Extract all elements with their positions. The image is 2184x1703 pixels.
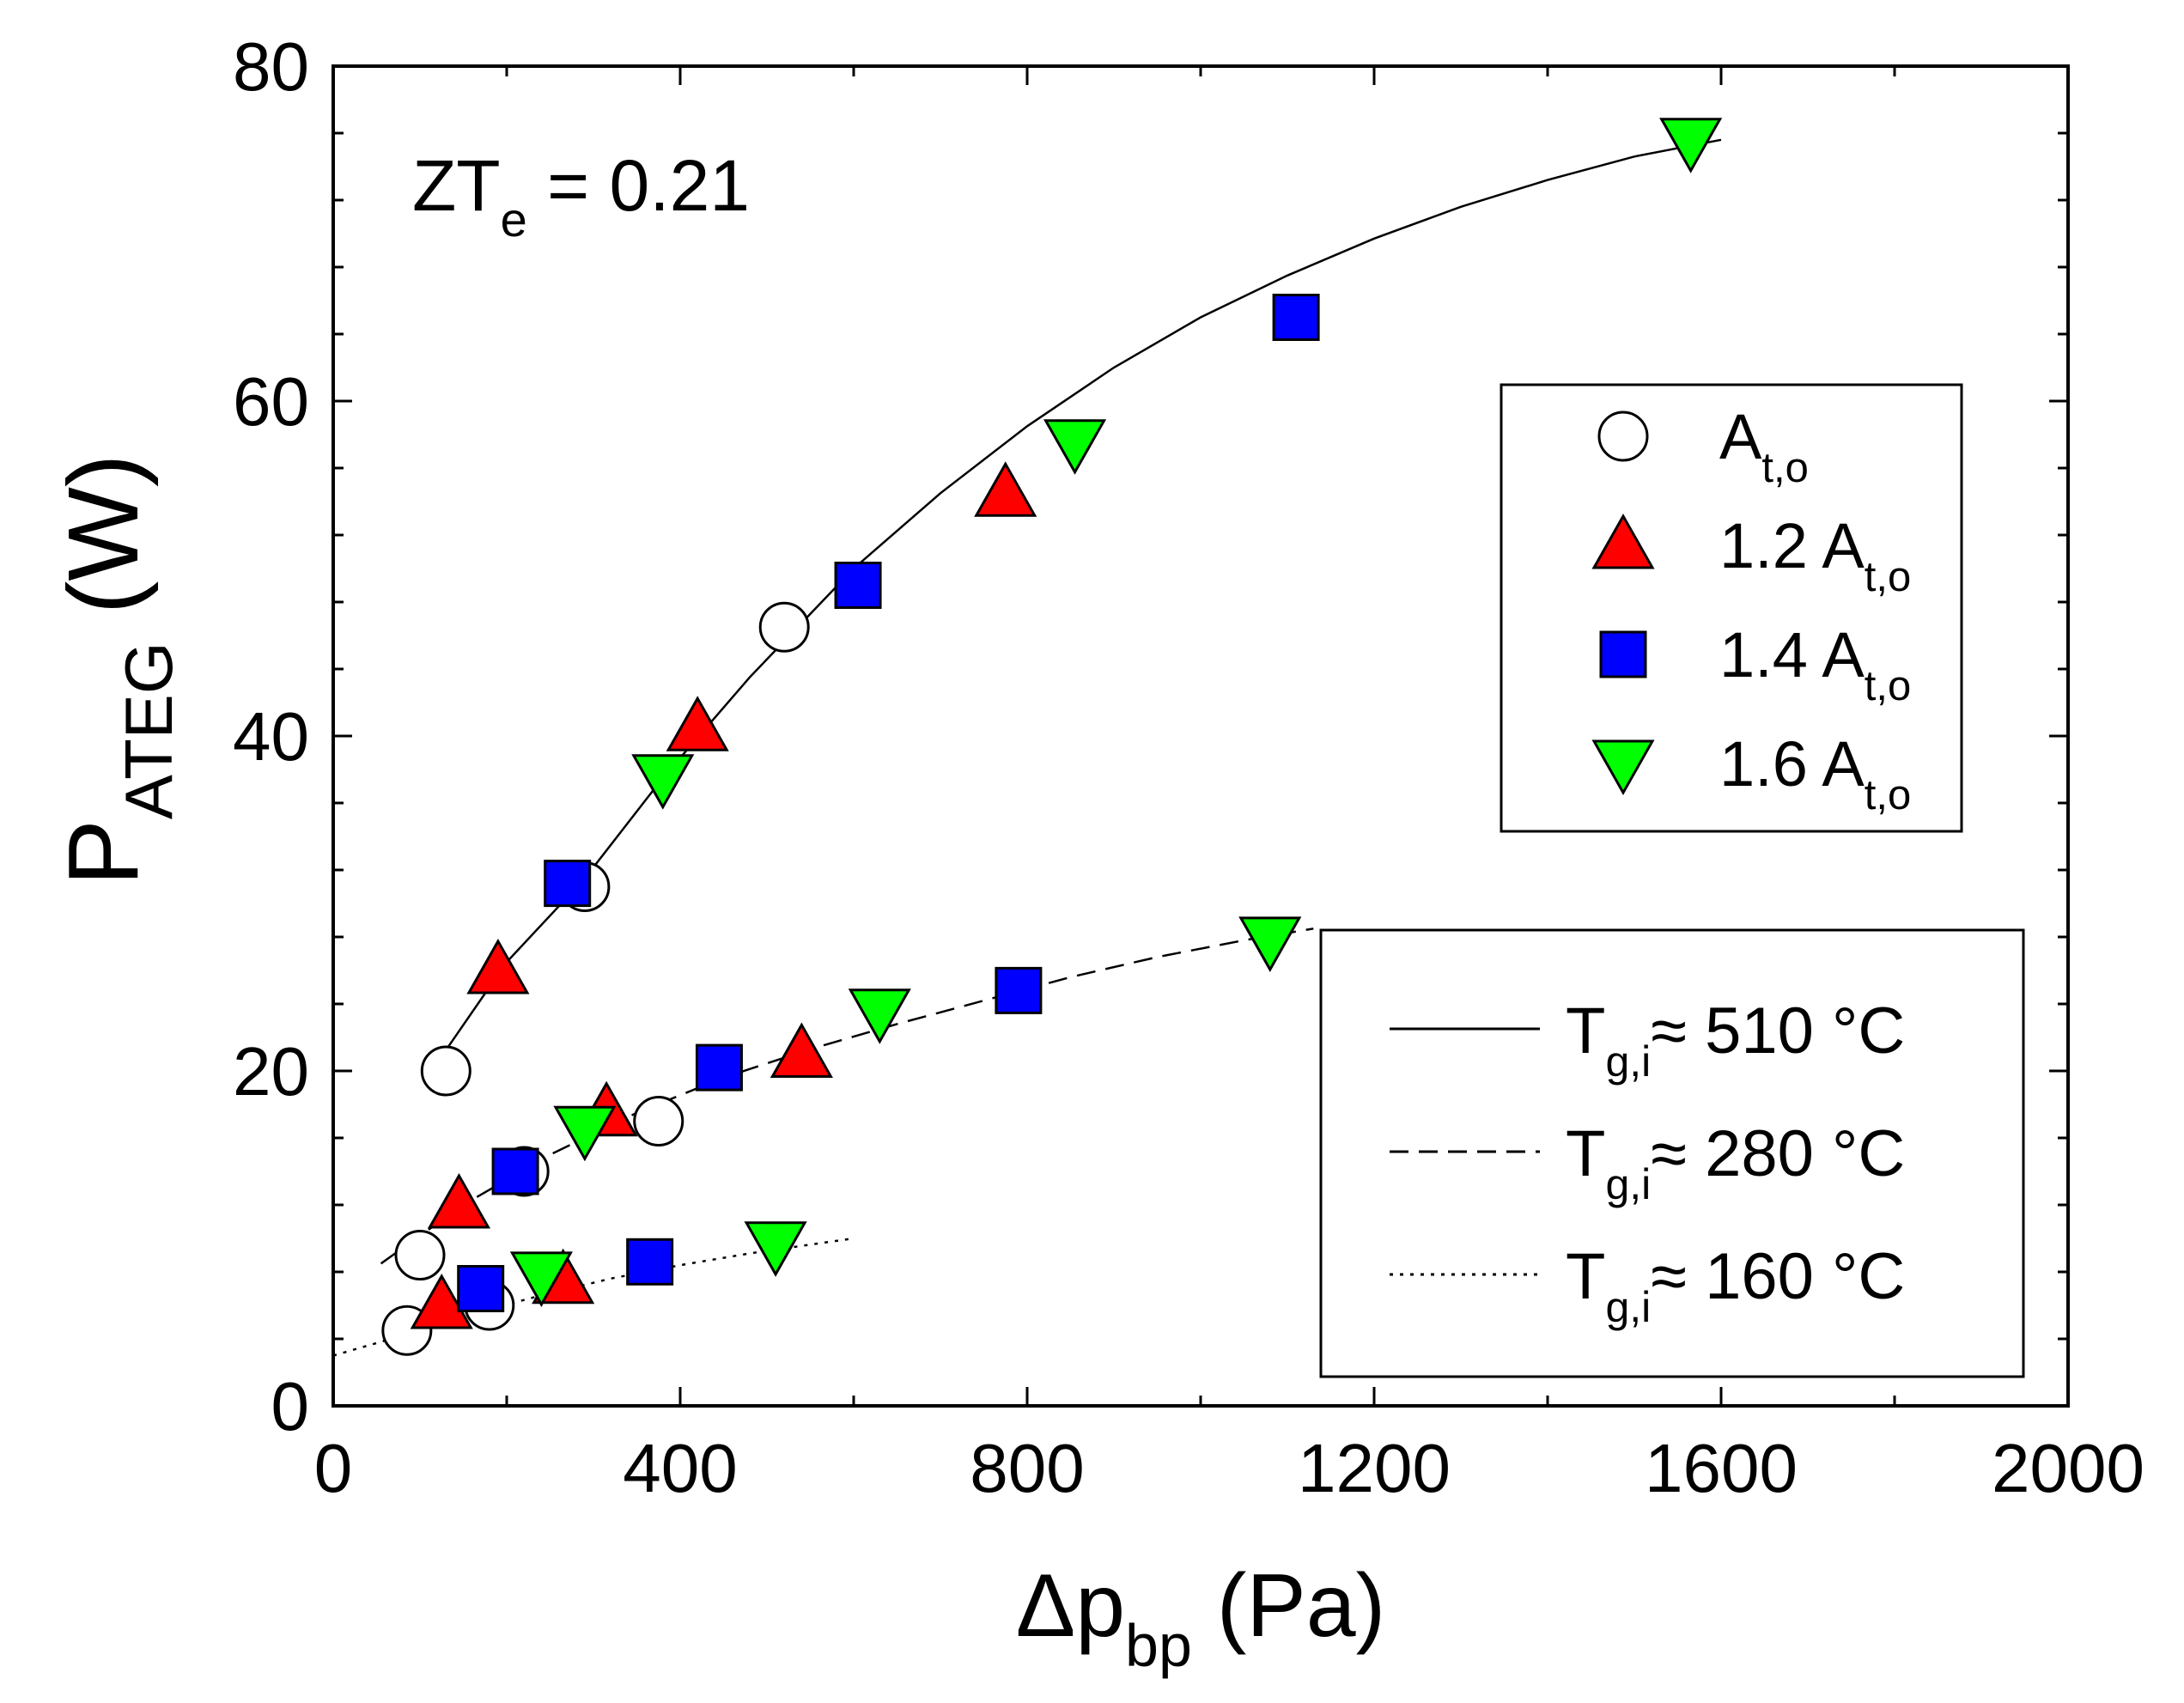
point-1-3 bbox=[427, 1172, 491, 1229]
legend-fits: Tg,i≈ 510 °C Tg,i≈ 280 °C Tg,i≈ 160 °C bbox=[1319, 928, 2025, 1378]
point-3-6 bbox=[509, 1251, 573, 1307]
legend-label-0: At,o bbox=[1719, 401, 1809, 491]
y-tick-label: 80 bbox=[233, 28, 309, 105]
point-2-0 bbox=[544, 860, 592, 908]
annotation-zt: ZTe = 0.21 bbox=[412, 145, 750, 246]
fit-curve-2 bbox=[332, 1237, 855, 1357]
point-2-1 bbox=[834, 562, 882, 609]
point-0-2 bbox=[758, 601, 810, 653]
point-2-2 bbox=[1272, 294, 1320, 341]
x-tick-label: 800 bbox=[970, 1430, 1084, 1506]
legend-markers: At,o 1.2 At,o 1.4 At,o 1.6 At,o bbox=[1500, 383, 1963, 833]
point-1-1 bbox=[666, 696, 729, 751]
y-tick-label: 60 bbox=[233, 363, 309, 440]
point-1-0 bbox=[466, 938, 530, 994]
legend-label-2: 1.4 At,o bbox=[1719, 619, 1911, 709]
legend-markers-frame bbox=[1500, 383, 1963, 833]
point-1-2 bbox=[974, 461, 1037, 517]
legend-label-1: 1.2 At,o bbox=[1719, 510, 1911, 600]
y-tick-label: 40 bbox=[233, 698, 309, 775]
point-2-7 bbox=[626, 1238, 674, 1286]
point-3-1 bbox=[1043, 419, 1107, 475]
point-2-5 bbox=[995, 966, 1043, 1014]
point-0-0 bbox=[420, 1045, 471, 1097]
x-axis-label: Δpbp (Pa) bbox=[1016, 1556, 1386, 1679]
x-tick-label: 2000 bbox=[1992, 1430, 2144, 1506]
legend-marker-3 bbox=[1591, 739, 1655, 796]
fit-curve-0 bbox=[436, 138, 1722, 1064]
point-2-6 bbox=[457, 1265, 505, 1312]
point-3-2 bbox=[1659, 118, 1723, 173]
point-1-5 bbox=[770, 1022, 833, 1078]
legend-marker-1 bbox=[1591, 513, 1655, 569]
x-tick-label: 400 bbox=[623, 1430, 737, 1506]
legend-fit-label-2: Tg,i≈ 160 °C bbox=[1566, 1240, 1905, 1331]
point-3-0 bbox=[631, 754, 695, 810]
x-tick-label: 1600 bbox=[1645, 1430, 1798, 1506]
legend-fit-label-1: Tg,i≈ 280 °C bbox=[1566, 1117, 1905, 1208]
point-3-7 bbox=[744, 1221, 807, 1277]
point-3-3 bbox=[553, 1105, 617, 1162]
point-0-3 bbox=[394, 1230, 446, 1280]
legend-fits-frame bbox=[1319, 928, 2025, 1378]
point-2-3 bbox=[491, 1147, 539, 1195]
fit-curve-1 bbox=[380, 928, 1314, 1265]
point-2-4 bbox=[695, 1043, 743, 1092]
legend-marker-2 bbox=[1599, 630, 1647, 678]
y-tick-label: 0 bbox=[271, 1368, 310, 1445]
data-points bbox=[381, 118, 1723, 1356]
legend-marker-0 bbox=[1597, 411, 1649, 462]
point-0-5 bbox=[633, 1096, 684, 1146]
axis-ticks: 0 400 800 1200 1600 2000 0 20 40 60 80 bbox=[233, 28, 2144, 1506]
point-3-5 bbox=[1238, 916, 1302, 972]
legend-label-3: 1.6 At,o bbox=[1719, 728, 1911, 818]
x-tick-label: 0 bbox=[314, 1430, 353, 1506]
y-axis-label: PATEG (W) bbox=[47, 454, 186, 886]
point-3-4 bbox=[848, 988, 911, 1044]
x-tick-label: 1200 bbox=[1298, 1430, 1451, 1506]
legend-fit-label-0: Tg,i≈ 510 °C bbox=[1566, 994, 1905, 1086]
y-tick-label: 20 bbox=[233, 1033, 309, 1110]
point-1-6 bbox=[410, 1273, 473, 1329]
